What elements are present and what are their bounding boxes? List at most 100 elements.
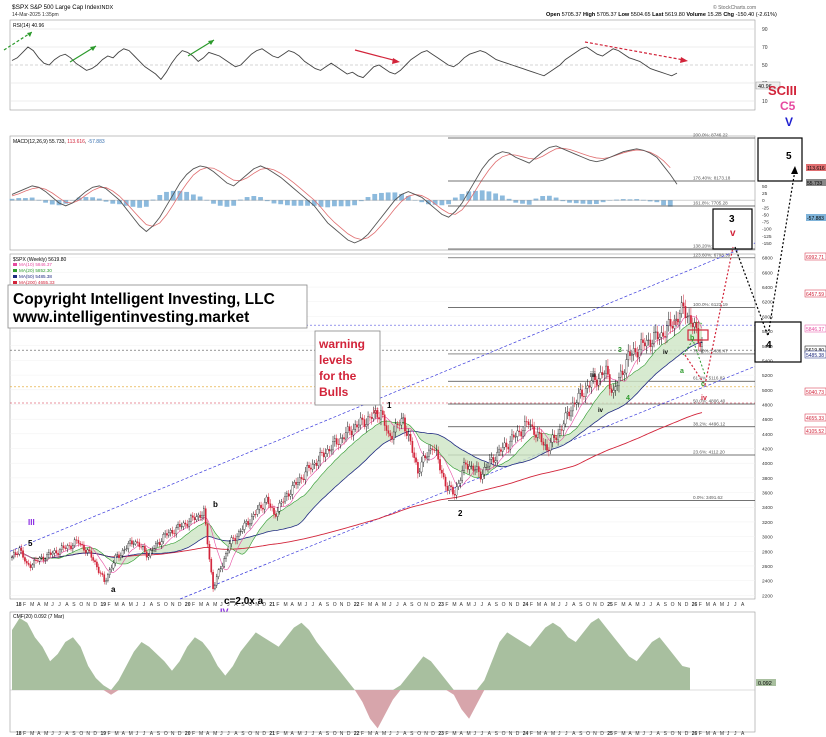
price-candle-body <box>621 370 624 375</box>
macd-tick-label: 25 <box>762 191 768 197</box>
macd-hist-bar <box>211 200 216 204</box>
price-candle-body <box>603 373 606 375</box>
price-candle-body <box>485 467 487 468</box>
price-candle-body <box>544 444 547 446</box>
x-tick-label: 26 <box>692 602 698 608</box>
macd-hist-bar <box>197 196 203 201</box>
channel-upper <box>9 242 756 552</box>
price-candle-body <box>610 388 613 393</box>
x-tick-label: J <box>565 602 568 608</box>
x-tick-label: F <box>108 602 111 608</box>
macd-hist-bar <box>506 198 512 201</box>
price-badge-bg <box>804 350 826 359</box>
x-tick-label: J <box>305 602 308 608</box>
cmf-x-tick-label: M <box>213 731 217 737</box>
x-tick-label: O <box>79 602 83 608</box>
price-candle-body <box>393 431 395 440</box>
price-candle-body <box>527 421 530 425</box>
x-tick-label: S <box>579 602 583 608</box>
price-candle-body <box>599 372 602 379</box>
price-badge: 6457.59 <box>806 292 824 298</box>
wave-b-2020-label: b <box>213 500 218 509</box>
price-candle-body <box>164 533 166 535</box>
price-candle-body <box>188 521 190 527</box>
macd-hist-bar <box>412 200 418 201</box>
price-candle-body <box>155 543 157 549</box>
fib-label: 23.6%: 4112.20 <box>693 449 725 454</box>
price-candle-body <box>568 411 571 417</box>
price-candle-body <box>175 527 178 535</box>
price-candle-body <box>525 421 528 423</box>
x-tick-label: F <box>276 602 279 608</box>
cmf-x-tick-label: 26 <box>692 731 698 737</box>
price-candle-body <box>405 430 408 436</box>
price-candle-body <box>498 449 500 453</box>
x-tick-label: M <box>129 602 133 608</box>
price-candle-body <box>346 426 349 433</box>
price-candle-body <box>686 316 689 319</box>
rsi-tick-label: 10 <box>762 99 768 105</box>
price-candle-body <box>422 455 425 463</box>
price-candle-body <box>435 449 438 451</box>
x-tick-label: S <box>241 602 245 608</box>
cmf-x-tick-label: J <box>220 731 223 737</box>
price-candle-body <box>594 374 596 381</box>
price-candle-body <box>206 524 209 545</box>
cmf-x-tick-label: N <box>171 731 175 737</box>
header-stockcharts: © StockCharts.com <box>713 4 756 11</box>
price-candle-body <box>53 550 56 554</box>
macd-signal-line <box>11 147 671 240</box>
x-tick-label: O <box>586 602 590 608</box>
x-tick-label: 22 <box>354 602 360 608</box>
macd-hist-bar <box>130 200 136 207</box>
x-tick-label: J <box>389 602 392 608</box>
macd-hist-bar <box>244 197 250 201</box>
price-candle-body <box>70 545 72 549</box>
x-tick-label: A <box>122 602 126 608</box>
macd-hist-bar <box>486 191 492 201</box>
price-candle-body <box>46 554 48 561</box>
x-tick-label: M <box>199 602 203 608</box>
wave-iv-2024-label: iv <box>598 408 604 414</box>
price-candle-body <box>234 538 237 541</box>
x-tick-label: S <box>495 602 499 608</box>
macd-hist-bar <box>305 200 310 206</box>
cmf-x-tick-label: A <box>37 731 41 737</box>
price-candle-body <box>341 437 344 439</box>
price-candle-body <box>570 410 572 417</box>
price-candle-body <box>577 393 580 403</box>
x-tick-label: J <box>58 602 61 608</box>
price-candle-body <box>601 372 604 375</box>
price-tick-label: 2800 <box>762 549 773 555</box>
price-candle-body <box>444 476 447 487</box>
macd-hist-bar <box>103 200 109 202</box>
price-candle-body <box>173 533 176 535</box>
fib-label: 176.40%: 8173.18 <box>693 176 731 181</box>
macd-hist-bar <box>385 192 391 201</box>
x-tick-label: N <box>678 602 682 608</box>
price-candle-body <box>77 540 80 544</box>
cmf-x-tick-label: M <box>466 731 470 737</box>
fib-label: 123.60%: 6798.39 <box>693 252 731 257</box>
price-candle-body <box>677 318 679 323</box>
rsi-annotations <box>3 31 688 64</box>
rsi-arrow-4 <box>354 49 398 62</box>
macd-hist-bar <box>479 190 485 201</box>
cmf-x-tick-label: M <box>115 731 119 737</box>
x-axis-ticks: 18 F M A M J J A S O N D 19 F M A M J J A S O N D 20 F M A M J J A S O N D 2… <box>16 602 745 608</box>
macd-badge-bg <box>806 179 826 186</box>
rsi-value-badge: 40.96 <box>758 84 772 90</box>
price-candle-body <box>488 459 491 467</box>
x-tick-label: O <box>671 602 675 608</box>
rsi-arrowhead-3 <box>208 40 214 45</box>
ma-legend-label: MA(20) 5852.30 <box>19 268 52 273</box>
cmf-x-axis-ticks: 18 F M A M J J A S O N D 19 F M A M J J A S O N D 20 F M A M J J A S O N D 2… <box>16 731 745 737</box>
price-candle-body <box>286 493 288 497</box>
macd-hist-bar <box>452 197 458 201</box>
x-tick-label: 18 <box>16 602 22 608</box>
cmf-x-tick-label: M <box>44 731 48 737</box>
price-candle-body <box>511 434 513 442</box>
x-tick-label: M <box>30 602 34 608</box>
price-tick-label: 5800 <box>762 329 773 335</box>
macd-hist-bar <box>661 200 666 206</box>
